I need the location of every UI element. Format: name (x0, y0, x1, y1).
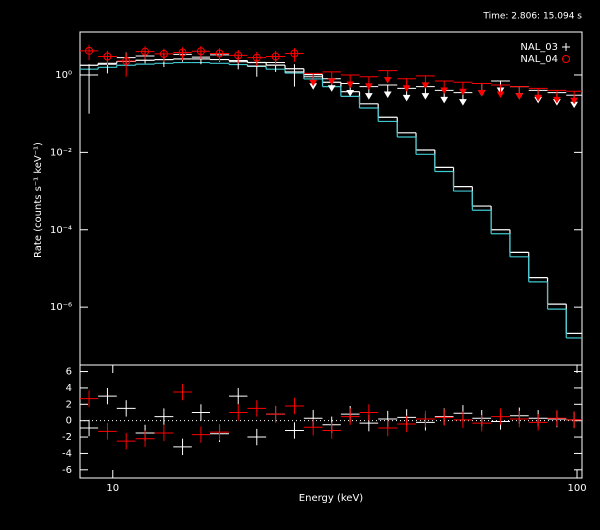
y-tick-label: -2 (62, 432, 72, 443)
upper-limit-arrow (553, 90, 561, 104)
data-point (178, 48, 187, 57)
x-axis-label: Energy (keV) (299, 493, 364, 504)
upper-limit-arrow (570, 91, 579, 105)
y-tick-label: 10⁻⁶ (50, 302, 72, 313)
upper-limit-arrow (496, 85, 505, 98)
y-axis-label: Rate (counts s⁻¹ keV⁻¹) (33, 142, 44, 258)
upper-limit-arrow (421, 75, 430, 89)
data-point (234, 51, 243, 60)
y-tick-label: 2 (66, 399, 72, 410)
upper-limit-arrow (346, 74, 355, 88)
data-point (141, 47, 150, 56)
upper-limit-arrow (440, 80, 449, 94)
upper-limit-arrow (364, 76, 373, 90)
data-point (159, 49, 168, 58)
upper-limit-arrow (383, 70, 392, 84)
model-riser (97, 62, 567, 338)
upper-limit-arrow (309, 73, 318, 87)
plot-frame (79, 364, 583, 479)
model-riser (97, 58, 567, 334)
upper-limit-arrow (515, 86, 524, 100)
y-tick-label: 6 (66, 367, 72, 378)
upper-limit-arrow (477, 83, 486, 97)
data-point (122, 56, 131, 65)
upper-limit-arrow (383, 85, 392, 98)
legend-label: NAL_04 (520, 54, 558, 65)
upper-limit-arrow (402, 78, 411, 92)
legend-marker (562, 55, 570, 63)
y-tick-label: 4 (66, 383, 72, 394)
data-point (271, 52, 280, 61)
y-tick-label: -6 (62, 465, 72, 476)
upper-limit-arrow (459, 82, 467, 96)
data-point (103, 52, 112, 61)
y-tick-label: 10⁻² (50, 147, 72, 158)
y-tick-label: 10⁰ (55, 70, 72, 81)
chart-title: Time: 2.806: 15.094 s (482, 12, 582, 22)
data-point (85, 46, 94, 55)
y-tick-label: 10⁻⁴ (50, 225, 72, 236)
data-point (196, 47, 205, 56)
y-tick-label: -4 (62, 448, 72, 459)
y-tick-label: 0 (66, 416, 72, 427)
legend-label: NAL_03 (520, 42, 558, 53)
upper-limit-arrow (534, 88, 543, 102)
legend-marker (562, 43, 570, 51)
upper-limit-arrow (327, 71, 336, 85)
x-tick-label: 10 (106, 483, 119, 494)
data-point (252, 53, 261, 62)
data-point (215, 49, 224, 58)
x-tick-label: 100 (567, 483, 586, 494)
data-point (290, 49, 299, 58)
